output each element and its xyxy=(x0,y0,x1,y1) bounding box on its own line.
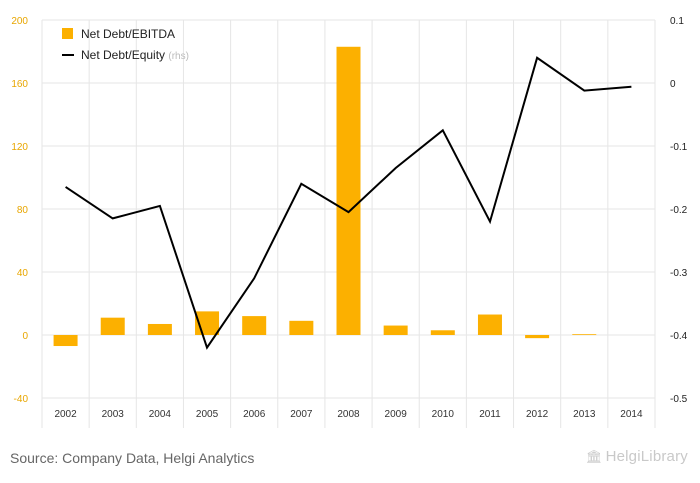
bar-2010 xyxy=(430,330,455,335)
y-right-tick-label: 0.1 xyxy=(670,16,684,27)
legend-rhs-suffix: (rhs) xyxy=(168,51,189,62)
x-tick-label: 2003 xyxy=(102,409,125,420)
y-right-tick-label: -0.4 xyxy=(670,331,688,342)
bar-2013 xyxy=(572,334,597,336)
y-left-tick-label: 0 xyxy=(22,331,28,342)
y-left-tick-label: 120 xyxy=(11,142,28,153)
bar-2012 xyxy=(525,335,550,339)
legend-label-net-debt-equity: Net Debt/Equity (rhs) xyxy=(81,48,189,62)
source-note: Source: Company Data, Helgi Analytics xyxy=(10,450,255,466)
bar-2003 xyxy=(100,317,125,335)
library-building-icon: 🏛 xyxy=(585,449,603,464)
x-tick-label: 2008 xyxy=(337,409,360,420)
bar-2002 xyxy=(53,335,78,347)
bar-2008 xyxy=(336,46,361,336)
legend-swatch-bar xyxy=(62,28,73,39)
y-right-tick-label: -0.1 xyxy=(670,142,688,153)
x-tick-label: 2007 xyxy=(290,409,313,420)
x-tick-label: 2011 xyxy=(479,409,501,420)
x-tick-label: 2009 xyxy=(385,409,408,420)
y-right-tick-label: 0 xyxy=(670,79,676,90)
x-tick-label: 2006 xyxy=(243,409,266,420)
x-tick-label: 2005 xyxy=(196,409,219,420)
x-tick-label: 2010 xyxy=(432,409,455,420)
x-tick-label: 2002 xyxy=(54,409,77,420)
y-right-tick-label: -0.2 xyxy=(670,205,688,216)
y-right-tick-label: -0.5 xyxy=(670,394,688,405)
combo-chart: 200 160 120 80 40 0 -40 0.1 0 -0.1 -0.2 -0.3 -0.4 -0.… xyxy=(11,16,688,428)
y-left-tick-label: -40 xyxy=(14,394,29,405)
bar-2007 xyxy=(289,320,314,335)
bar-2004 xyxy=(147,323,172,335)
y-left-tick-label: 80 xyxy=(17,205,29,216)
brand-logo: 🏛 HelgiLibrary xyxy=(586,448,688,465)
y-left-tick-label: 160 xyxy=(11,79,28,90)
brand-name: HelgiLibrary xyxy=(605,448,688,465)
bar-2009 xyxy=(383,325,408,335)
x-tick-label: 2012 xyxy=(526,409,549,420)
bar-2011 xyxy=(477,314,502,335)
y-right-tick-label: -0.3 xyxy=(670,268,688,279)
legend-series-name: Net Debt/Equity xyxy=(81,48,168,62)
x-tick-label: 2014 xyxy=(620,409,643,420)
legend-label-net-debt-ebitda: Net Debt/EBITDA xyxy=(81,27,175,41)
x-tick-label: 2013 xyxy=(573,409,596,420)
y-left-tick-label: 40 xyxy=(17,268,29,279)
net-debt-equity-line xyxy=(65,56,632,350)
bar-2006 xyxy=(242,316,267,335)
x-tick-label: 2004 xyxy=(149,409,172,420)
y-left-tick-label: 200 xyxy=(11,16,28,27)
